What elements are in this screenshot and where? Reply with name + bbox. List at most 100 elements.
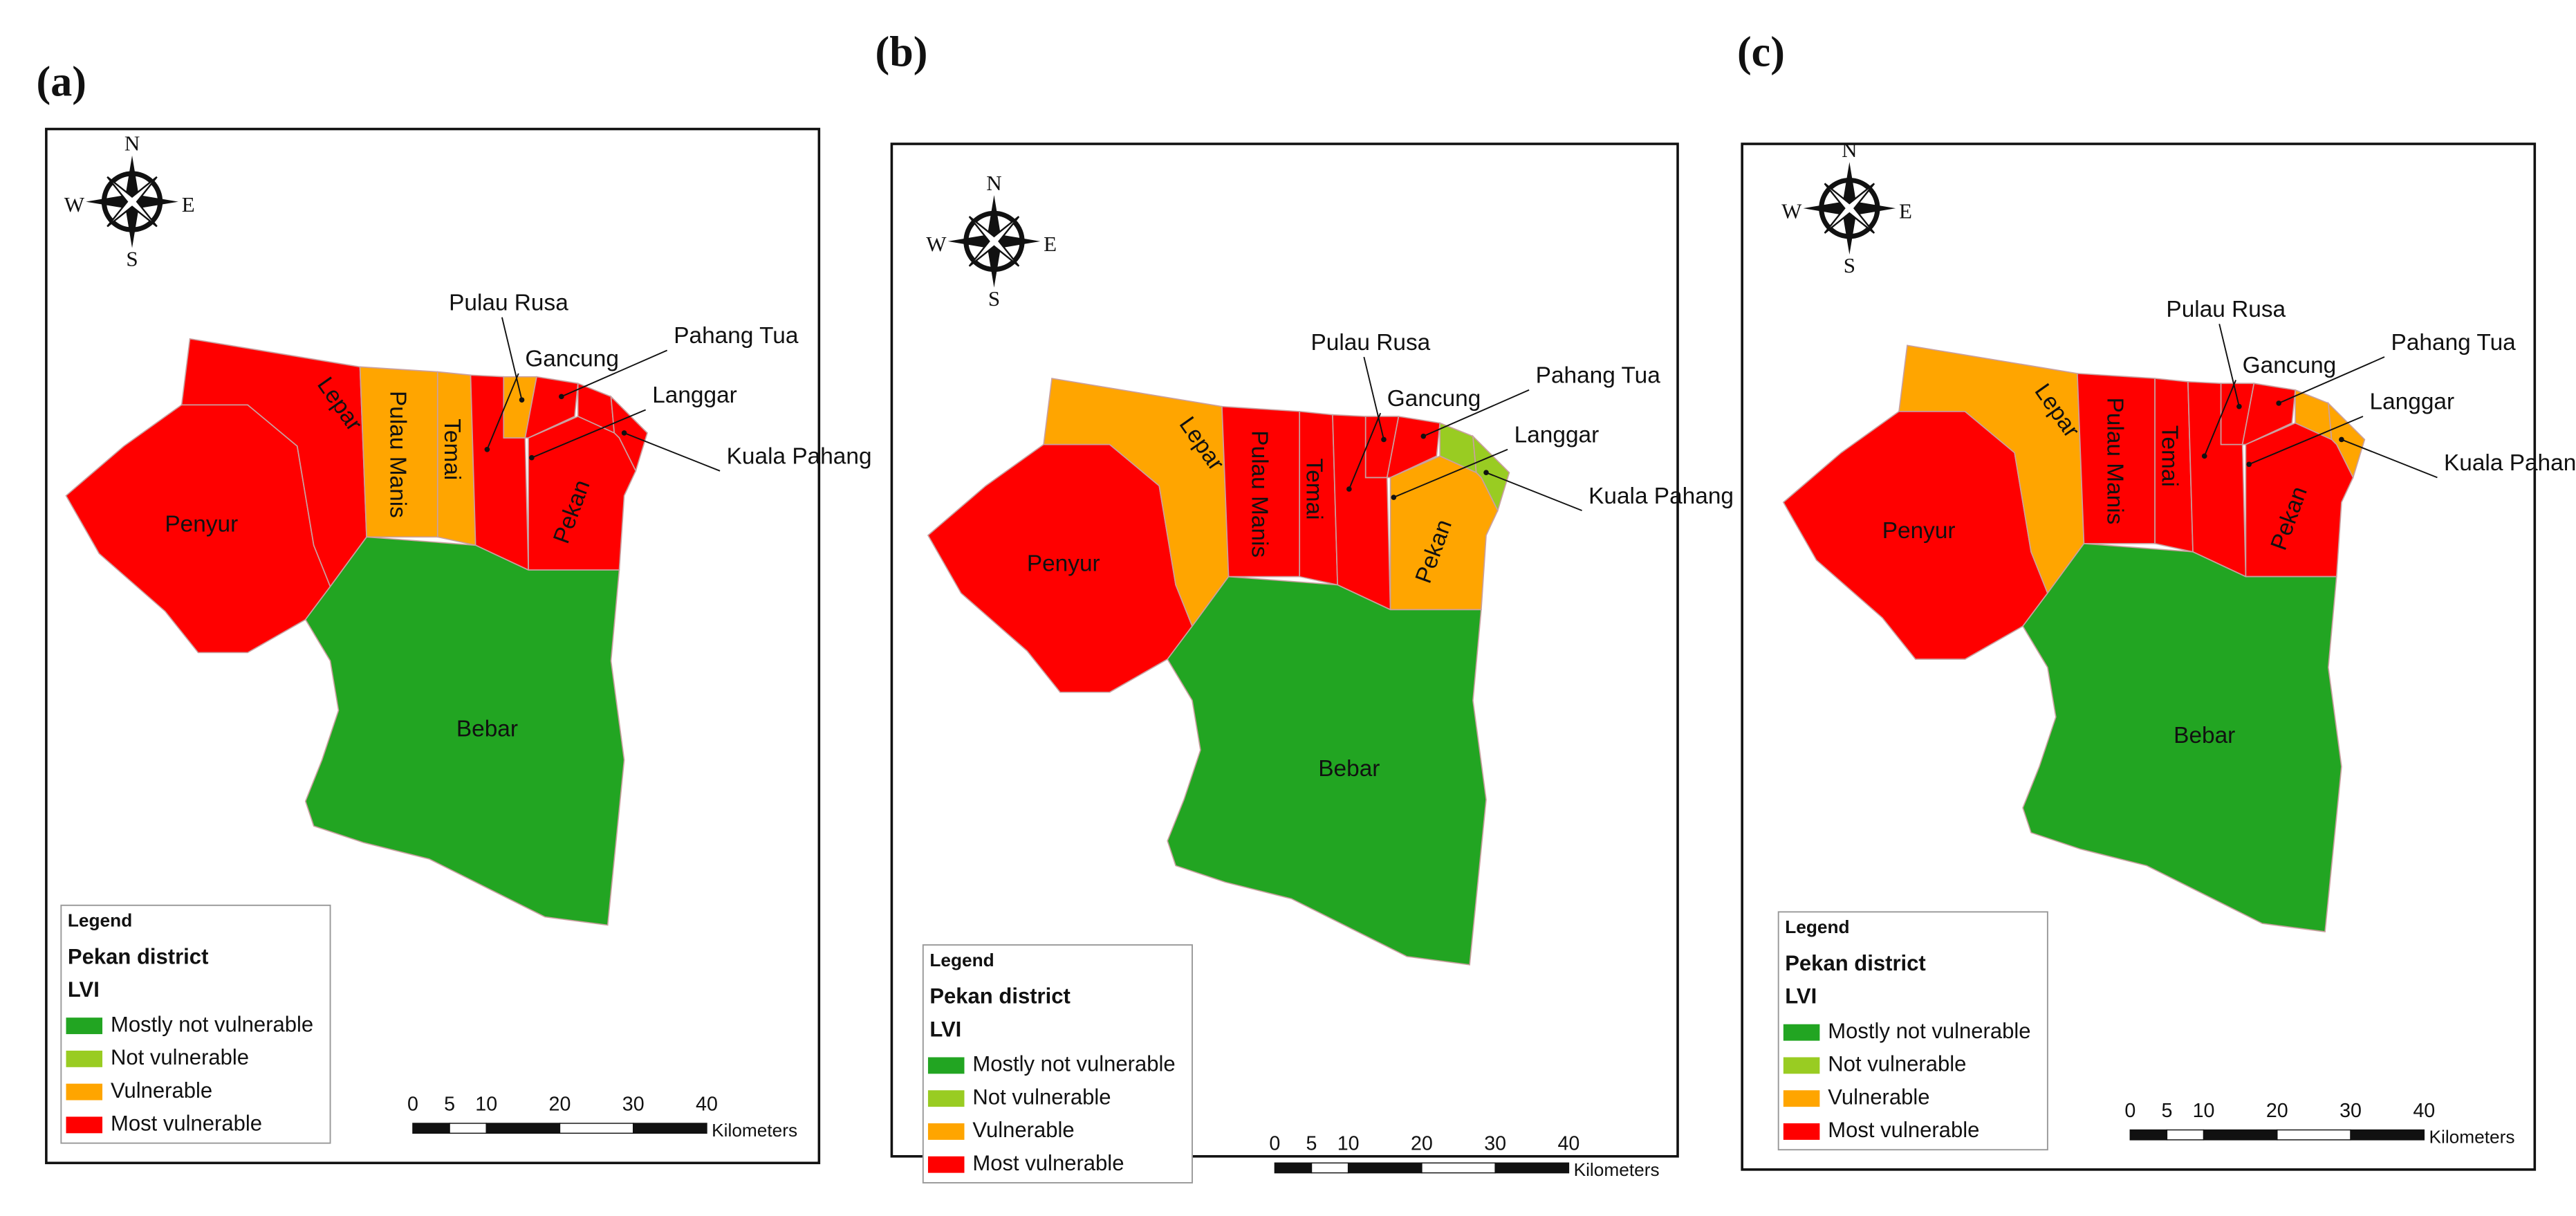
compass-letter: N [1842,138,1857,162]
legend-label: Not vulnerable [972,1085,1111,1109]
scale-segment [2129,1129,2168,1141]
legend-label: Most vulnerable [972,1151,1124,1175]
region-label: Bebar [1318,756,1380,782]
legend-label: Vulnerable [111,1078,212,1103]
scale-tick-label: 40 [696,1093,718,1115]
compass-star-minor [106,176,158,228]
compass-letter: W [64,192,85,217]
scale-tick-label: 0 [1269,1133,1280,1155]
legend-swatch [1783,1123,1820,1140]
legend-swatch [927,1057,965,1074]
region-label: Temai [1301,459,1326,520]
region-label: Temai [439,418,465,480]
leader-dot [1420,433,1427,439]
region-label: Pulau Rusa [449,290,568,315]
scale-segment [412,1123,450,1134]
region-label: Kuala Pahang [1588,483,1734,509]
panel-label: (b) [875,29,928,76]
region [2022,543,2342,932]
legend-swatch [927,1090,965,1107]
leader-line [1393,448,1508,498]
leader-line [1485,472,1582,512]
leader-line [624,432,721,472]
region [2241,383,2296,445]
legend-label: Mostly not vulnerable [111,1012,313,1036]
legend-label: Mostly not vulnerable [1828,1019,2030,1043]
compass-letter: N [124,131,140,156]
leader-dot [2201,453,2207,459]
panel-label: (a) [37,59,86,106]
leader-dot [2339,436,2344,443]
leader-dot [2276,400,2282,406]
compass: N S E W [1781,138,1912,277]
region-label: Gancung [2243,353,2337,378]
scale-tick-label: 10 [2193,1100,2215,1122]
scale-segment [1274,1162,1313,1174]
region-label: Penyur [1027,551,1100,577]
legend-layer: Pekan district [929,984,1071,1008]
scale-tick-label: 20 [549,1093,571,1115]
region-label: Temai [2156,425,2182,487]
scale-tick-label: 40 [1557,1133,1579,1155]
legend-swatch [1783,1090,1820,1107]
compass-letter: E [1899,199,1912,223]
scale-segment [1310,1162,1349,1174]
legend-title: Legend [1785,916,1849,937]
region-label: Bebar [2174,723,2235,748]
leader-dot [1483,470,1489,476]
legend-swatch [1783,1057,1820,1074]
leader-line [1363,356,1384,440]
leader-dot [2236,403,2242,409]
leader-dot [519,397,525,403]
region-label: Kuala Pahang [727,444,872,470]
legend-swatch [66,1083,103,1100]
scale-tick-label: 30 [1484,1133,1506,1155]
legend-box [1777,911,2048,1151]
scale-unit: Kilometers [712,1120,797,1141]
leader-line [486,373,519,450]
legend-label: Most vulnerable [111,1112,262,1136]
compass-letter: E [1044,232,1057,256]
leader-line [2203,380,2236,457]
region-label: Pahang Tua [2391,330,2517,356]
compass: N S E W [64,131,195,271]
legend-field: LVI [68,977,100,1002]
region-label: Pulau Rusa [1311,330,1431,356]
legend-swatch [927,1123,965,1140]
region-label: Penyur [165,511,238,537]
scale-tick-label: 10 [475,1093,497,1115]
region-label: Pahang Tua [1536,363,1661,389]
scale-segment [1421,1162,1496,1174]
legend-swatch [66,1017,103,1035]
region [304,536,625,926]
region-label: Pulau Rusa [2166,297,2286,322]
scale-tick-label: 20 [2266,1100,2288,1122]
scale-segment [1347,1162,1423,1174]
compass-letter: N [986,171,1001,195]
scale-unit: Kilometers [2429,1126,2514,1147]
legend-title: Legend [929,950,994,970]
compass-letter: E [182,192,195,217]
compass-letter: S [988,286,1000,311]
scale-segment [1494,1162,1570,1174]
legend-label: Vulnerable [1828,1085,1929,1109]
legend-field: LVI [929,1017,961,1041]
scale-segment [2277,1129,2351,1141]
leader-line [561,349,668,398]
region-label: Kuala Pahang [2444,450,2576,476]
region [1386,416,1441,479]
legend-layer: Pekan district [68,944,209,968]
leader-dot [1391,495,1397,500]
region-label: Bebar [456,717,518,742]
region-label: Gancung [1387,386,1481,412]
compass-letter: W [1781,199,1802,223]
compass-star-minor [1824,183,1875,234]
leader-dot [484,446,490,452]
legend-field: LVI [1785,984,1817,1008]
leader-line [531,409,647,459]
legend-box [60,904,331,1144]
region-label: Pulau Manis [2102,398,2128,525]
scale-tick-label: 40 [2413,1100,2435,1122]
